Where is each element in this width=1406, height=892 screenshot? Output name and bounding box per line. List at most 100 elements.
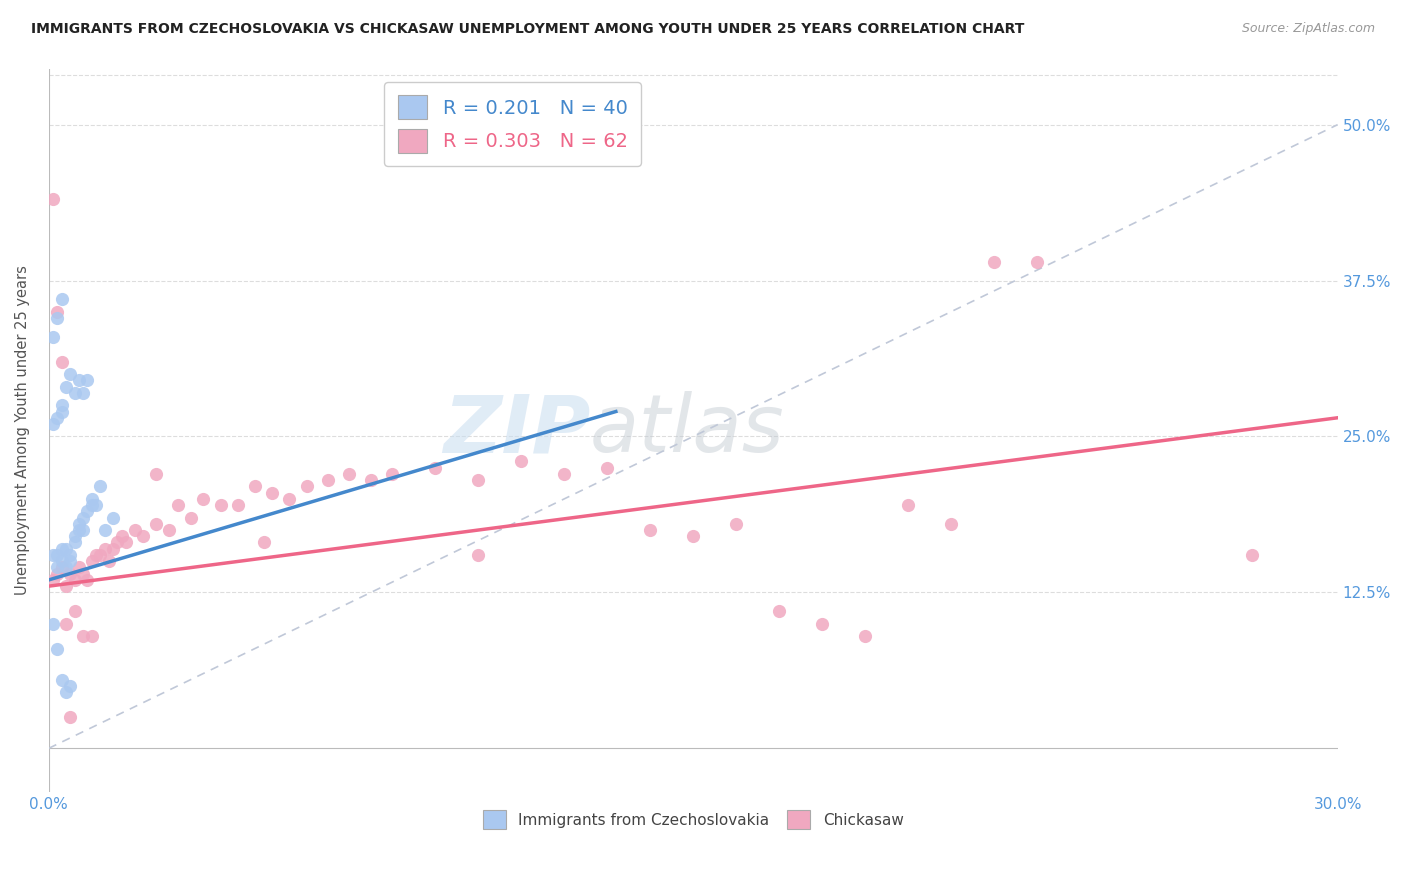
Point <box>72 523 94 537</box>
Point <box>97 554 120 568</box>
Point <box>55 685 77 699</box>
Point <box>193 491 215 506</box>
Point <box>46 548 69 562</box>
Point <box>226 498 249 512</box>
Point <box>252 535 274 549</box>
Point <box>381 467 404 481</box>
Point <box>46 310 69 325</box>
Point <box>72 566 94 581</box>
Point <box>278 491 301 506</box>
Point <box>84 498 107 512</box>
Point <box>67 373 90 387</box>
Point <box>63 604 86 618</box>
Point <box>72 629 94 643</box>
Point <box>180 510 202 524</box>
Point <box>209 498 232 512</box>
Point <box>145 467 167 481</box>
Point <box>67 523 90 537</box>
Point <box>93 523 115 537</box>
Point <box>111 529 134 543</box>
Point <box>63 529 86 543</box>
Point <box>89 479 111 493</box>
Point <box>55 541 77 556</box>
Point <box>84 548 107 562</box>
Point <box>425 460 447 475</box>
Point <box>360 473 382 487</box>
Point <box>59 367 82 381</box>
Point <box>42 193 65 207</box>
Text: atlas: atlas <box>591 392 785 469</box>
Point <box>682 529 704 543</box>
Point <box>510 454 533 468</box>
Point <box>59 679 82 693</box>
Point <box>72 385 94 400</box>
Point <box>46 560 69 574</box>
Point <box>63 385 86 400</box>
Point <box>51 541 73 556</box>
Point <box>76 504 98 518</box>
Point <box>596 460 619 475</box>
Point <box>262 485 284 500</box>
Point <box>51 293 73 307</box>
Point <box>51 398 73 412</box>
Point <box>107 535 129 549</box>
Point <box>853 629 876 643</box>
Point <box>80 554 103 568</box>
Point <box>983 255 1005 269</box>
Point <box>638 523 661 537</box>
Point <box>939 516 962 531</box>
Point <box>897 498 920 512</box>
Point <box>67 516 90 531</box>
Point <box>55 560 77 574</box>
Point <box>115 535 138 549</box>
Text: IMMIGRANTS FROM CZECHOSLOVAKIA VS CHICKASAW UNEMPLOYMENT AMONG YOUTH UNDER 25 YE: IMMIGRANTS FROM CZECHOSLOVAKIA VS CHICKA… <box>31 22 1025 37</box>
Point <box>295 479 318 493</box>
Point <box>59 548 82 562</box>
Point <box>132 529 155 543</box>
Point <box>42 417 65 431</box>
Point <box>103 510 125 524</box>
Y-axis label: Unemployment Among Youth under 25 years: Unemployment Among Youth under 25 years <box>15 265 30 595</box>
Point <box>51 554 73 568</box>
Point <box>316 473 339 487</box>
Legend: Immigrants from Czechoslovakia, Chickasaw: Immigrants from Czechoslovakia, Chickasa… <box>477 804 910 835</box>
Point <box>72 510 94 524</box>
Point <box>80 498 103 512</box>
Point <box>124 523 146 537</box>
Point <box>811 616 834 631</box>
Point <box>51 560 73 574</box>
Point <box>76 373 98 387</box>
Point <box>51 673 73 687</box>
Point <box>467 548 489 562</box>
Point <box>467 473 489 487</box>
Point <box>59 710 82 724</box>
Point <box>339 467 361 481</box>
Point <box>42 616 65 631</box>
Point <box>55 379 77 393</box>
Point <box>76 573 98 587</box>
Point <box>145 516 167 531</box>
Point <box>59 566 82 581</box>
Point <box>55 579 77 593</box>
Text: Source: ZipAtlas.com: Source: ZipAtlas.com <box>1241 22 1375 36</box>
Point <box>80 491 103 506</box>
Point <box>243 479 266 493</box>
Point <box>67 560 90 574</box>
Point <box>1240 548 1263 562</box>
Text: ZIP: ZIP <box>443 392 591 469</box>
Point <box>55 616 77 631</box>
Point <box>63 535 86 549</box>
Point <box>51 354 73 368</box>
Point <box>46 304 69 318</box>
Point <box>42 548 65 562</box>
Point <box>725 516 748 531</box>
Point <box>157 523 180 537</box>
Point <box>46 566 69 581</box>
Point <box>166 498 188 512</box>
Point <box>51 404 73 418</box>
Point <box>93 541 115 556</box>
Point <box>80 629 103 643</box>
Point <box>768 604 790 618</box>
Point <box>103 541 125 556</box>
Point <box>46 641 69 656</box>
